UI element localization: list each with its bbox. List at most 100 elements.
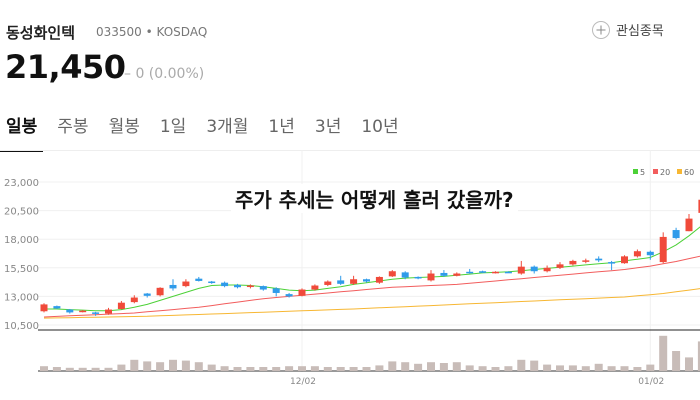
tab-daily[interactable]: 일봉 xyxy=(0,108,44,152)
candle-body xyxy=(234,284,241,288)
volume-bar xyxy=(52,367,61,371)
legend-label: 5 xyxy=(640,168,645,177)
volume-bar xyxy=(620,366,629,371)
candle-body xyxy=(595,258,603,261)
volume-bar xyxy=(362,367,371,371)
volume-bar xyxy=(581,366,590,371)
candle-body xyxy=(646,251,654,256)
price-change: – 0 (0.00%) xyxy=(124,66,205,82)
legend-swatch xyxy=(653,169,658,174)
volume-bar xyxy=(633,367,642,371)
volume-bar xyxy=(194,362,203,371)
candle-body xyxy=(479,271,487,273)
volume-bar xyxy=(78,367,87,371)
ma60-line xyxy=(43,288,700,319)
candle-body xyxy=(453,273,461,276)
x-tick-label: 01/02 xyxy=(638,377,664,387)
volume-bar xyxy=(697,341,700,371)
volume-bar xyxy=(478,366,487,371)
y-tick-label: 15,500 xyxy=(4,264,39,275)
period-tabs: 일봉 주봉 월봉 1일 3개월 1년 3년 10년 xyxy=(0,108,413,152)
candle-body xyxy=(156,287,164,296)
y-tick-label: 13,000 xyxy=(4,292,39,303)
overlay-title: 주가 추세는 어떻게 흘러 갔을까? xyxy=(231,184,518,213)
volume-bar xyxy=(233,367,242,371)
candle-body xyxy=(608,262,616,264)
candle-body xyxy=(272,288,280,293)
candle-body xyxy=(388,271,396,277)
candle-body xyxy=(130,297,138,303)
x-tick-label: 12/02 xyxy=(290,377,316,387)
legend-swatch xyxy=(677,169,682,174)
candle-body xyxy=(569,260,577,265)
volume-bar xyxy=(672,351,681,371)
candle-body xyxy=(698,199,700,213)
y-tick-label: 10,500 xyxy=(4,321,39,332)
volume-bar xyxy=(349,367,358,371)
candle-body xyxy=(105,309,112,314)
tab-10year[interactable]: 10년 xyxy=(361,117,399,137)
tab-weekly[interactable]: 주봉 xyxy=(57,117,89,137)
volume-bar xyxy=(414,363,423,371)
volume-bar xyxy=(452,362,461,371)
candle-body xyxy=(208,281,216,284)
candle-body xyxy=(427,273,435,281)
y-tick-label: 18,000 xyxy=(4,235,39,246)
y-tick-label: 23,000 xyxy=(4,178,39,189)
volume-bar xyxy=(465,365,474,371)
candle-body xyxy=(633,251,641,257)
candle-body xyxy=(582,260,590,262)
candle-body xyxy=(298,289,306,296)
candle-body xyxy=(685,218,693,232)
candle-body xyxy=(672,230,680,239)
candle-body xyxy=(466,271,474,274)
candle-body xyxy=(143,293,151,296)
volume-bar xyxy=(685,357,693,371)
volume-bar xyxy=(156,362,165,371)
volume-bar xyxy=(375,365,384,371)
tab-3year[interactable]: 3년 xyxy=(314,117,342,137)
volume-bar xyxy=(659,335,668,371)
tab-3month[interactable]: 3개월 xyxy=(206,117,249,137)
tab-monthly[interactable]: 월봉 xyxy=(108,117,140,137)
y-tick-label: 20,500 xyxy=(4,207,39,218)
volume-bar xyxy=(530,360,539,371)
candle-body xyxy=(259,286,267,290)
legend-label: 60 xyxy=(684,168,694,177)
watchlist-button[interactable]: 관심종목 xyxy=(592,20,664,39)
candle-body xyxy=(182,281,190,287)
candle-body xyxy=(195,278,203,281)
candle-body xyxy=(117,302,125,309)
volume-bar xyxy=(130,359,139,371)
volume-bar xyxy=(427,362,435,371)
candle-body xyxy=(66,309,74,313)
candle-body xyxy=(311,285,319,290)
volume-bar xyxy=(594,363,603,371)
volume-bar xyxy=(568,365,577,371)
candle-body xyxy=(556,264,564,268)
stock-code: 033500 • KOSDAQ xyxy=(96,25,208,39)
volume-bar xyxy=(298,366,306,371)
volume-bar xyxy=(207,364,216,371)
volume-bar xyxy=(323,367,332,371)
volume-bar xyxy=(504,366,513,371)
tab-1day[interactable]: 1일 xyxy=(159,117,187,137)
volume-bar xyxy=(169,359,177,371)
volume-bar xyxy=(65,367,74,371)
volume-bar xyxy=(285,366,294,371)
volume-bar xyxy=(143,361,152,371)
volume-bar xyxy=(543,364,552,371)
candle-body xyxy=(530,266,538,272)
ma20-line xyxy=(43,255,700,318)
volume-bar xyxy=(607,366,616,371)
volume-bar xyxy=(91,367,100,371)
volume-bar xyxy=(517,359,526,371)
candle-body xyxy=(504,271,512,274)
tab-1year[interactable]: 1년 xyxy=(268,117,295,137)
candle-body xyxy=(543,267,551,272)
volume-bar xyxy=(117,364,126,371)
candle-body xyxy=(350,279,358,284)
volume-bar xyxy=(220,366,229,371)
volume-bar xyxy=(336,367,345,371)
stock-name: 동성화인텍 xyxy=(6,24,76,42)
